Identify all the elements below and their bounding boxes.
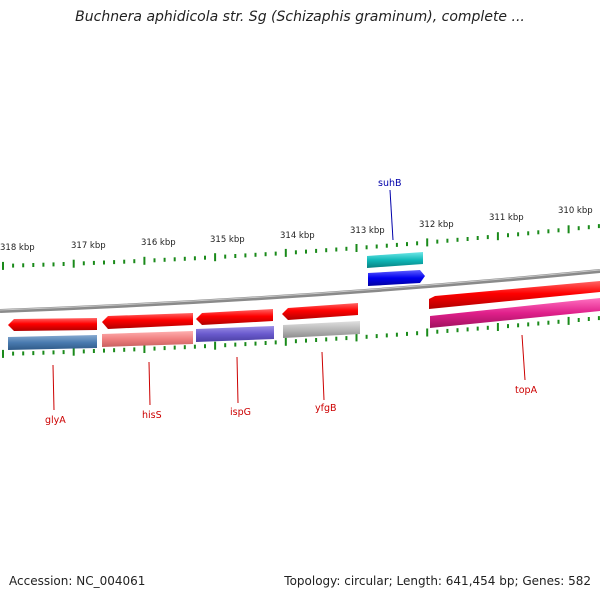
gene-yfgB-cds[interactable] — [282, 303, 358, 320]
gene-ispG-cds[interactable] — [196, 309, 273, 325]
glyA-leader — [52, 364, 55, 411]
tick-label: 314 kbp — [280, 231, 315, 241]
gene-glyA-cds[interactable] — [8, 318, 97, 331]
gene-label-hisS[interactable]: hisS — [142, 410, 162, 421]
tick-label: 310 kbp — [558, 206, 593, 216]
gene-label-topA[interactable]: topA — [515, 385, 538, 396]
tick-label: 318 kbp — [0, 243, 35, 253]
gene-suhB-cds[interactable] — [368, 270, 425, 286]
tick-label: 313 kbp — [350, 226, 385, 236]
ispG-leader — [236, 356, 239, 404]
topology-summary: Topology: circular; Length: 641,454 bp; … — [284, 574, 591, 588]
tick-label: 312 kbp — [419, 220, 454, 230]
tick-label: 316 kbp — [141, 238, 176, 248]
gene-label-yfgB[interactable]: yfgB — [315, 403, 337, 414]
topA-leader — [521, 334, 526, 381]
tick-labels: 318 kbp 317 kbp 316 kbp 315 kbp 314 kbp … — [0, 206, 593, 253]
gene-yfgB-feature[interactable] — [283, 321, 360, 338]
gene-label-glyA[interactable]: glyA — [45, 415, 66, 426]
hisS-leader — [148, 361, 151, 406]
yfgB-leader — [321, 351, 325, 401]
gene-glyA-feature[interactable] — [8, 335, 97, 350]
map-title: Buchnera aphidicola str. Sg (Schizaphis … — [75, 9, 525, 25]
gene-ispG-feature[interactable] — [196, 326, 274, 342]
accession-text: Accession: NC_004061 — [9, 574, 146, 588]
suhB-leader — [389, 189, 394, 241]
genome-backbone — [0, 269, 600, 313]
gene-topA-feature[interactable] — [429, 281, 600, 309]
tick-label: 317 kbp — [71, 241, 106, 251]
gene-hisS-feature[interactable] — [102, 331, 193, 347]
outer-tick-track — [2, 224, 600, 270]
tick-label: 315 kbp — [210, 235, 245, 245]
tick-label: 311 kbp — [489, 213, 524, 223]
inner-tick-track — [2, 316, 600, 358]
gene-label-ispG[interactable]: ispG — [230, 407, 251, 418]
gene-label-suhB[interactable]: suhB — [378, 178, 402, 189]
gene-hisS-cds[interactable] — [102, 313, 193, 329]
gene-topA-cds[interactable] — [430, 298, 600, 328]
gene-suhB-feature[interactable] — [367, 252, 423, 268]
